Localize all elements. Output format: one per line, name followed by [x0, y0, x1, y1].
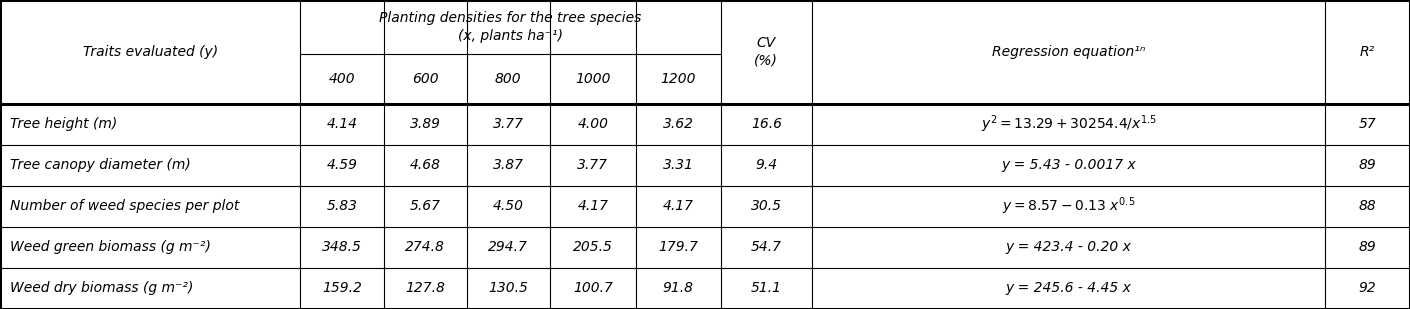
Text: 4.59: 4.59 — [327, 158, 357, 172]
Text: R²: R² — [1361, 45, 1375, 59]
Text: 3.87: 3.87 — [493, 158, 523, 172]
Text: Tree canopy diameter (m): Tree canopy diameter (m) — [10, 158, 190, 172]
Text: 100.7: 100.7 — [572, 281, 613, 295]
Text: 89: 89 — [1359, 158, 1376, 172]
Text: 4.17: 4.17 — [663, 199, 694, 213]
Text: 179.7: 179.7 — [658, 240, 698, 254]
Text: 51.1: 51.1 — [752, 281, 781, 295]
Text: 92: 92 — [1359, 281, 1376, 295]
Text: 400: 400 — [329, 72, 355, 86]
Text: 3.89: 3.89 — [410, 117, 440, 131]
Text: 127.8: 127.8 — [405, 281, 446, 295]
Text: 5.83: 5.83 — [327, 199, 357, 213]
Text: Weed green biomass (g m⁻²): Weed green biomass (g m⁻²) — [10, 240, 210, 254]
Text: 57: 57 — [1359, 117, 1376, 131]
Text: 88: 88 — [1359, 199, 1376, 213]
Text: 348.5: 348.5 — [321, 240, 362, 254]
Text: 1200: 1200 — [660, 72, 697, 86]
Text: Regression equation¹ⁿ: Regression equation¹ⁿ — [993, 45, 1145, 59]
Text: Number of weed species per plot: Number of weed species per plot — [10, 199, 240, 213]
Text: 54.7: 54.7 — [752, 240, 781, 254]
Text: 159.2: 159.2 — [321, 281, 362, 295]
Text: 600: 600 — [412, 72, 439, 86]
Text: 3.62: 3.62 — [663, 117, 694, 131]
Text: 9.4: 9.4 — [756, 158, 777, 172]
Text: 274.8: 274.8 — [405, 240, 446, 254]
Text: $y^2 = 13.29 + 30254.4/x^{1.5}$: $y^2 = 13.29 + 30254.4/x^{1.5}$ — [981, 113, 1156, 135]
Text: CV
(%): CV (%) — [754, 36, 778, 67]
Text: 89: 89 — [1359, 240, 1376, 254]
Text: 4.14: 4.14 — [327, 117, 357, 131]
Text: 130.5: 130.5 — [488, 281, 529, 295]
Text: Planting densities for the tree species
(x, plants ha⁻¹): Planting densities for the tree species … — [379, 11, 642, 43]
Text: 4.68: 4.68 — [410, 158, 440, 172]
Text: $y = 8.57 - 0.13\ x^{0.5}$: $y = 8.57 - 0.13\ x^{0.5}$ — [1003, 196, 1135, 217]
Text: 16.6: 16.6 — [752, 117, 781, 131]
Text: Tree height (m): Tree height (m) — [10, 117, 117, 131]
Text: 5.67: 5.67 — [410, 199, 440, 213]
Text: 294.7: 294.7 — [488, 240, 529, 254]
Text: 1000: 1000 — [575, 72, 611, 86]
Text: 4.50: 4.50 — [493, 199, 523, 213]
Text: y = 245.6 - 4.45 x: y = 245.6 - 4.45 x — [1005, 281, 1132, 295]
Text: Traits evaluated (y): Traits evaluated (y) — [83, 45, 217, 59]
Text: 800: 800 — [495, 72, 522, 86]
Text: 91.8: 91.8 — [663, 281, 694, 295]
Text: y = 5.43 - 0.0017 x: y = 5.43 - 0.0017 x — [1001, 158, 1136, 172]
Text: 4.00: 4.00 — [578, 117, 608, 131]
Text: 3.77: 3.77 — [493, 117, 523, 131]
Text: 4.17: 4.17 — [578, 199, 608, 213]
Text: y = 423.4 - 0.20 x: y = 423.4 - 0.20 x — [1005, 240, 1132, 254]
Text: 3.77: 3.77 — [578, 158, 608, 172]
Text: 205.5: 205.5 — [572, 240, 613, 254]
Text: 3.31: 3.31 — [663, 158, 694, 172]
Text: Weed dry biomass (g m⁻²): Weed dry biomass (g m⁻²) — [10, 281, 193, 295]
Text: 30.5: 30.5 — [752, 199, 781, 213]
